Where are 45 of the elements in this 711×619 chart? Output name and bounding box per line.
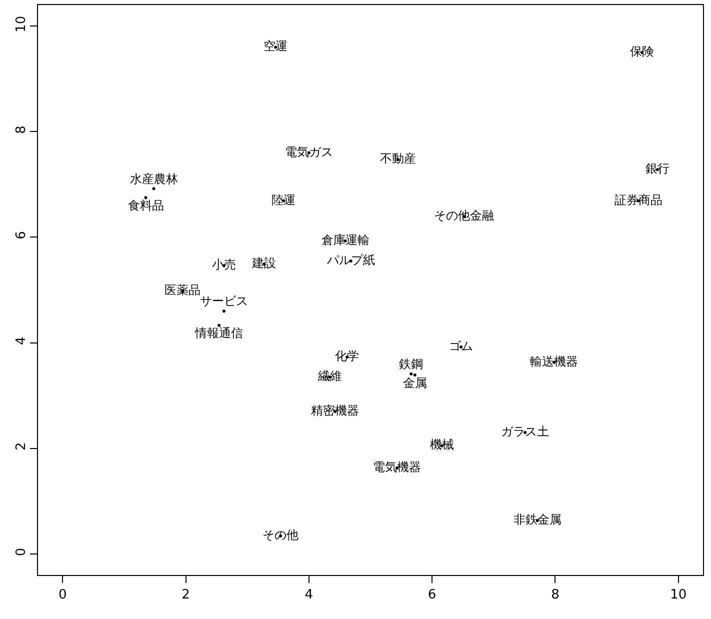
x-tick-label: 10 xyxy=(670,588,687,603)
x-tick-label: 6 xyxy=(428,588,436,603)
series-label: 食料品 xyxy=(128,198,164,213)
series-label: 証券商品 xyxy=(614,192,662,207)
series-label: 金属 xyxy=(402,376,427,390)
series-label: 医薬品 xyxy=(164,283,201,298)
series-label: 情報通信 xyxy=(194,326,244,340)
x-tick-label: 8 xyxy=(551,588,560,603)
point xyxy=(152,187,156,190)
series-label: 銀行 xyxy=(645,162,670,176)
point xyxy=(144,196,148,200)
series-label: 倉庫運輸 xyxy=(321,232,370,247)
y-tick-label: 0 xyxy=(14,548,29,556)
series-label: 保険 xyxy=(630,44,654,58)
point xyxy=(413,373,416,376)
series-label: 電気機器 xyxy=(372,460,421,474)
series-label: その他 xyxy=(262,528,299,542)
x-tick-label: 4 xyxy=(304,588,314,603)
point xyxy=(218,324,221,327)
y-tick-label: 8 xyxy=(14,126,29,134)
series-label: 空運 xyxy=(264,39,288,54)
series-label: 鉄鋼 xyxy=(399,357,424,372)
series-label: サービス xyxy=(200,294,248,308)
x-tick-label: 0 xyxy=(58,588,67,603)
series-label: 繊維 xyxy=(316,369,342,384)
point xyxy=(222,310,226,313)
series-label: 陸運 xyxy=(272,192,296,207)
y-tick-label: 6 xyxy=(14,231,29,240)
point xyxy=(410,372,413,376)
series-label: 非鉄金属 xyxy=(513,512,562,527)
series-label: ガラス土 xyxy=(501,424,550,438)
series-label: 建設 xyxy=(250,256,276,270)
series-label: 不動産 xyxy=(380,152,416,166)
series-label: 機械 xyxy=(430,438,454,452)
y-tick-label: 10 xyxy=(14,16,29,32)
series-label: 精密機器 xyxy=(310,403,359,418)
series-label: その他金融 xyxy=(434,208,494,223)
series-label: ゴム xyxy=(449,339,474,353)
y-tick-label: 4 xyxy=(14,336,29,345)
y-tick-label: 2 xyxy=(14,442,29,451)
x-tick-label: 2 xyxy=(182,588,190,603)
series-label: 水産農林 xyxy=(130,172,178,186)
series-label: 化学 xyxy=(335,349,360,364)
series-label: 輸送機器 xyxy=(530,354,578,368)
series-label: 電気ガス xyxy=(284,144,333,159)
